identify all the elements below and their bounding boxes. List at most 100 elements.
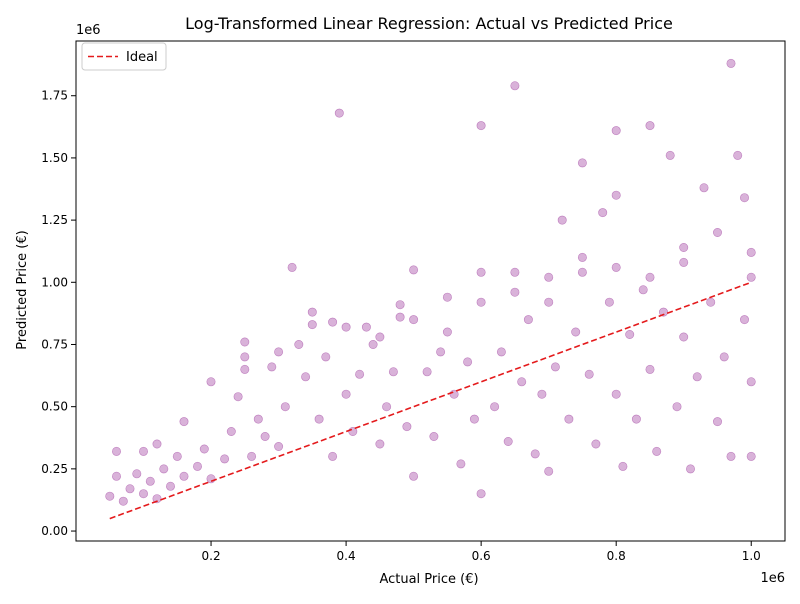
data-point <box>139 489 149 499</box>
data-point <box>611 262 621 272</box>
data-point <box>699 183 709 193</box>
data-point <box>746 451 756 461</box>
data-point <box>679 332 689 342</box>
data-point <box>456 459 466 469</box>
data-point <box>375 332 385 342</box>
data-point <box>442 292 452 302</box>
data-point <box>179 471 189 481</box>
data-point <box>712 417 722 427</box>
data-point <box>287 262 297 272</box>
data-point <box>328 451 338 461</box>
data-point <box>544 466 554 476</box>
data-point <box>645 272 655 282</box>
data-point <box>240 364 250 374</box>
y-tick-label: 1.50 <box>41 151 68 165</box>
data-point <box>193 461 203 471</box>
y-axis-offset-label: 1e6 <box>76 23 101 38</box>
data-point <box>112 446 122 456</box>
legend: Ideal <box>81 42 167 71</box>
y-tick-label: 0.25 <box>41 462 68 476</box>
data-point <box>220 454 230 464</box>
y-tick-label: 1.75 <box>41 89 68 103</box>
y-tick-label: 0.50 <box>41 400 68 414</box>
data-point <box>476 489 486 499</box>
data-point <box>746 377 756 387</box>
data-point <box>314 414 324 424</box>
data-point <box>733 150 743 160</box>
data-point <box>584 369 594 379</box>
data-point <box>658 307 668 317</box>
data-point <box>226 426 236 436</box>
y-axis-label: Predicted Price (€) <box>15 230 30 349</box>
data-point <box>611 389 621 399</box>
data-point <box>307 320 317 330</box>
data-point <box>726 451 736 461</box>
data-point <box>341 389 351 399</box>
data-point <box>544 297 554 307</box>
data-point <box>537 389 547 399</box>
data-point <box>503 436 513 446</box>
data-point <box>361 322 371 332</box>
data-point <box>564 414 574 424</box>
data-point <box>618 461 628 471</box>
data-point <box>476 121 486 131</box>
data-point <box>476 297 486 307</box>
data-point <box>206 377 216 387</box>
data-point <box>152 494 162 504</box>
data-point <box>557 215 567 225</box>
data-point <box>105 491 115 501</box>
data-point <box>179 417 189 427</box>
data-point <box>611 190 621 200</box>
data-point <box>510 267 520 277</box>
data-point <box>577 158 587 168</box>
data-point <box>199 444 209 454</box>
data-point <box>382 402 392 412</box>
x-tick-label: 1.0 <box>742 549 761 563</box>
data-point <box>638 285 648 295</box>
data-point <box>274 347 284 357</box>
chart-title: Log-Transformed Linear Regression: Actua… <box>185 14 673 33</box>
data-point <box>402 422 412 432</box>
data-point <box>442 327 452 337</box>
scatter-points <box>105 58 756 506</box>
data-point <box>530 449 540 459</box>
data-point <box>125 484 135 494</box>
x-tick-label: 0.8 <box>607 549 626 563</box>
data-point <box>260 431 270 441</box>
data-point <box>523 315 533 325</box>
data-point <box>301 372 311 382</box>
x-axis-label: Actual Price (€) <box>379 572 478 587</box>
data-point <box>571 327 581 337</box>
data-point <box>118 496 128 506</box>
data-point <box>240 337 250 347</box>
data-point <box>166 481 176 491</box>
data-point <box>233 392 243 402</box>
data-point <box>679 243 689 253</box>
data-point <box>517 377 527 387</box>
data-point <box>132 469 142 479</box>
data-point <box>652 446 662 456</box>
data-point <box>490 402 500 412</box>
data-point <box>172 451 182 461</box>
data-point <box>463 357 473 367</box>
data-point <box>726 58 736 68</box>
data-point <box>355 369 365 379</box>
data-point <box>611 126 621 136</box>
data-point <box>469 414 479 424</box>
data-point <box>159 464 169 474</box>
data-point <box>240 352 250 362</box>
data-point <box>280 402 290 412</box>
data-point <box>152 439 162 449</box>
data-point <box>422 367 432 377</box>
data-point <box>145 476 155 486</box>
data-point <box>739 193 749 203</box>
data-point <box>550 362 560 372</box>
data-point <box>307 307 317 317</box>
data-point <box>267 362 277 372</box>
plot-area: 0.2 0.4 0.6 0.8 1.0 0.00 0.25 0.50 0.75 1.00 1.25 1… <box>41 40 786 563</box>
data-point <box>496 347 506 357</box>
x-tick-label: 0.6 <box>472 549 491 563</box>
